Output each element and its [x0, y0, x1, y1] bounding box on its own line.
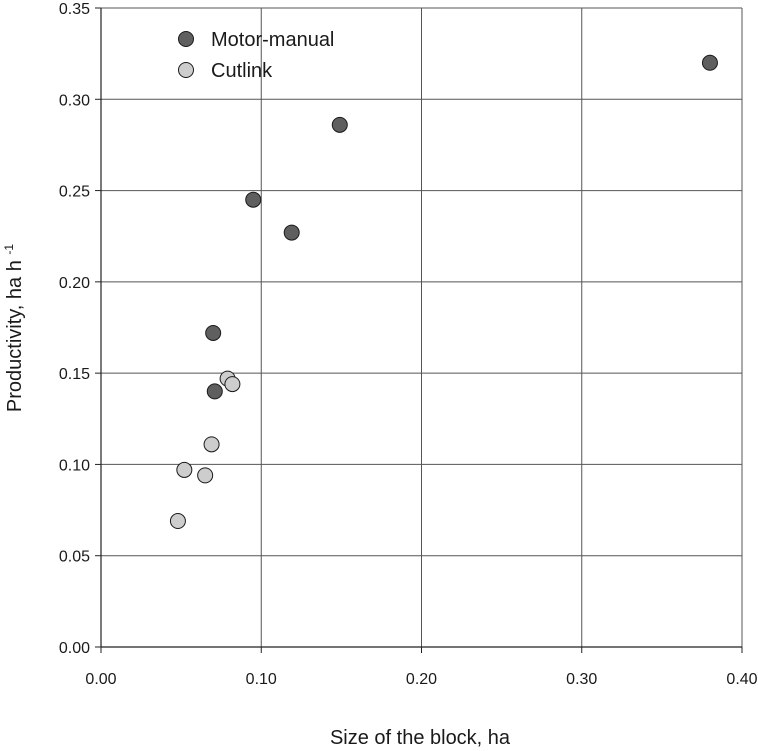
x-tick-label: 0.30: [566, 671, 597, 688]
legend-marker-motor-manual: [178, 31, 194, 47]
y-tick-label: 0.05: [59, 549, 90, 566]
y-tick-label: 0.35: [59, 1, 90, 18]
data-point-motor-manual: [283, 224, 300, 241]
y-tick-label: 0.00: [59, 640, 90, 657]
legend-marker-cutlink: [178, 62, 194, 78]
y-axis-title-superscript: -1: [2, 244, 16, 255]
legend-label-cutlink: Cutlink: [211, 60, 273, 82]
data-point-cutlink: [203, 436, 220, 453]
data-point-motor-manual: [206, 383, 223, 400]
y-tick-label: 0.10: [59, 457, 90, 474]
y-axis-title: Productivity, ha h -1: [2, 244, 26, 412]
y-tick-label: 0.20: [59, 275, 90, 292]
data-point-motor-manual: [245, 191, 262, 208]
data-point-motor-manual: [205, 324, 222, 341]
data-point-motor-manual: [331, 116, 348, 133]
data-point-cutlink: [169, 513, 186, 530]
y-tick-label: 0.30: [59, 92, 90, 109]
data-point-cutlink: [197, 467, 214, 484]
x-tick-label: 0.40: [726, 671, 757, 688]
x-tick-label: 0.00: [85, 671, 116, 688]
data-point-cutlink: [224, 376, 241, 393]
legend: Motor-manual Cutlink: [178, 29, 334, 82]
data-point-motor-manual: [701, 54, 718, 71]
y-tick-label: 0.25: [59, 184, 90, 201]
y-axis-title-main: Productivity, ha h: [4, 260, 26, 412]
data-points: [169, 54, 718, 530]
y-tick-label: 0.15: [59, 366, 90, 383]
data-point-cutlink: [176, 461, 193, 478]
grid-lines: [101, 7, 743, 647]
x-axis-ticks: 0.00 0.10 0.20 0.30 0.40: [85, 647, 758, 688]
x-axis-title: Size of the block, ha: [330, 727, 511, 749]
x-tick-label: 0.20: [406, 671, 437, 688]
x-tick-label: 0.10: [246, 671, 277, 688]
legend-label-motor-manual: Motor-manual: [211, 29, 334, 51]
y-axis-ticks: 0.00 0.05 0.10 0.15 0.20 0.25 0.30 0.35: [59, 1, 101, 657]
